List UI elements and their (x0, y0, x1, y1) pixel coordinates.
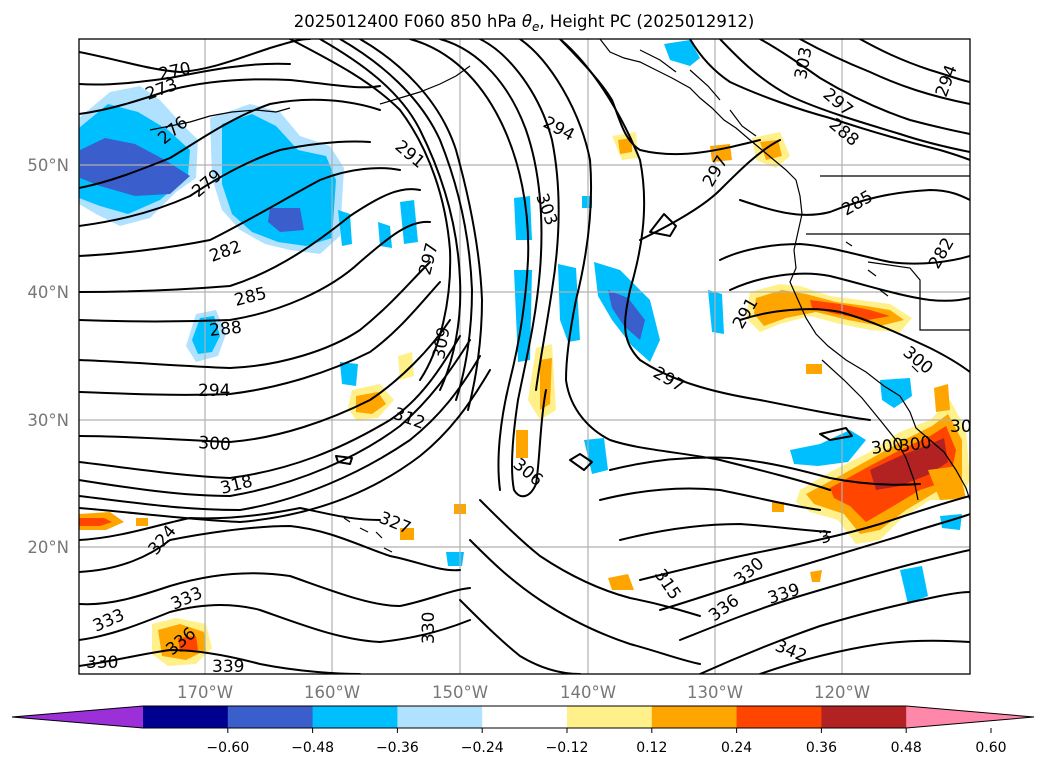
colorbar-tick-label: 0.48 (891, 740, 922, 756)
lon-label-130w: 130°W (687, 683, 743, 702)
colorbar-extend-high (906, 706, 1034, 728)
colorbar-tick-label: −0.12 (546, 740, 589, 756)
contour-label: 330 (419, 612, 439, 644)
colorbar-segment (482, 706, 568, 728)
lat-label-30n: 30°N (27, 411, 69, 430)
map-title: 2025012400 F060 850 hPa θe, Height PC (2… (294, 12, 755, 34)
negative-anomaly-shading (79, 40, 962, 604)
colorbar-extend-low (12, 706, 143, 728)
colorbar-segment (821, 706, 907, 728)
map-frame (78, 38, 971, 675)
latitude-labels: 50°N 40°N 30°N 20°N (27, 156, 69, 557)
colorbar-tick-label: 0.24 (721, 740, 752, 756)
colorbar: −0.60 −0.48 −0.36 −0.24 −0.12 0.12 0.24 0.36 0.4… (11, 705, 1035, 756)
lat-label-40n: 40°N (27, 283, 69, 302)
lat-label-20n: 20°N (27, 538, 69, 557)
longitude-labels: 170°W 160°W 150°W 140°W 130°W 120°W (177, 683, 870, 702)
positive-anomaly-shading (79, 132, 970, 666)
colorbar-segment (227, 706, 314, 728)
graticule (79, 39, 970, 674)
contour-label: 339 (212, 657, 244, 677)
colorbar-outline (11, 705, 1035, 729)
lon-label-120w: 120°W (814, 683, 870, 702)
colorbar-tick-label: −0.36 (376, 740, 419, 756)
contour-label: 294 (198, 381, 230, 401)
lat-label-50n: 50°N (27, 156, 69, 175)
lon-label-140w: 140°W (560, 683, 616, 702)
colorbar-tick-label: −0.60 (206, 740, 249, 756)
lon-label-160w: 160°W (304, 683, 360, 702)
colorbar-tick-label: 0.12 (636, 740, 667, 756)
contour-label: 300 (898, 433, 933, 457)
colorbar-segment (397, 706, 483, 728)
colorbar-segment (567, 706, 653, 728)
contour-label: 288 (208, 318, 242, 341)
colorbar-segment (143, 706, 229, 728)
colorbar-segment (312, 706, 398, 728)
map-panel: 270 273 276 279 282 285 288 294 300 318 … (79, 39, 972, 677)
lon-label-150w: 150°W (432, 683, 488, 702)
contour-label: 300 (198, 433, 232, 455)
colorbar-segment (736, 706, 822, 728)
contour-label: 30 (950, 417, 972, 437)
contour-label: 330 (86, 653, 118, 673)
contour-label: 300 (870, 435, 905, 459)
colorbar-tick-label: −0.24 (461, 740, 504, 756)
coastlines (149, 39, 970, 553)
colorbar-tick-label: −0.48 (291, 740, 334, 756)
colorbar-tick-label: 0.36 (806, 740, 837, 756)
height-contours (79, 39, 970, 674)
colorbar-segment (651, 706, 738, 728)
colorbar-tick-label: 0.60 (975, 740, 1006, 756)
lon-label-170w: 170°W (177, 683, 233, 702)
